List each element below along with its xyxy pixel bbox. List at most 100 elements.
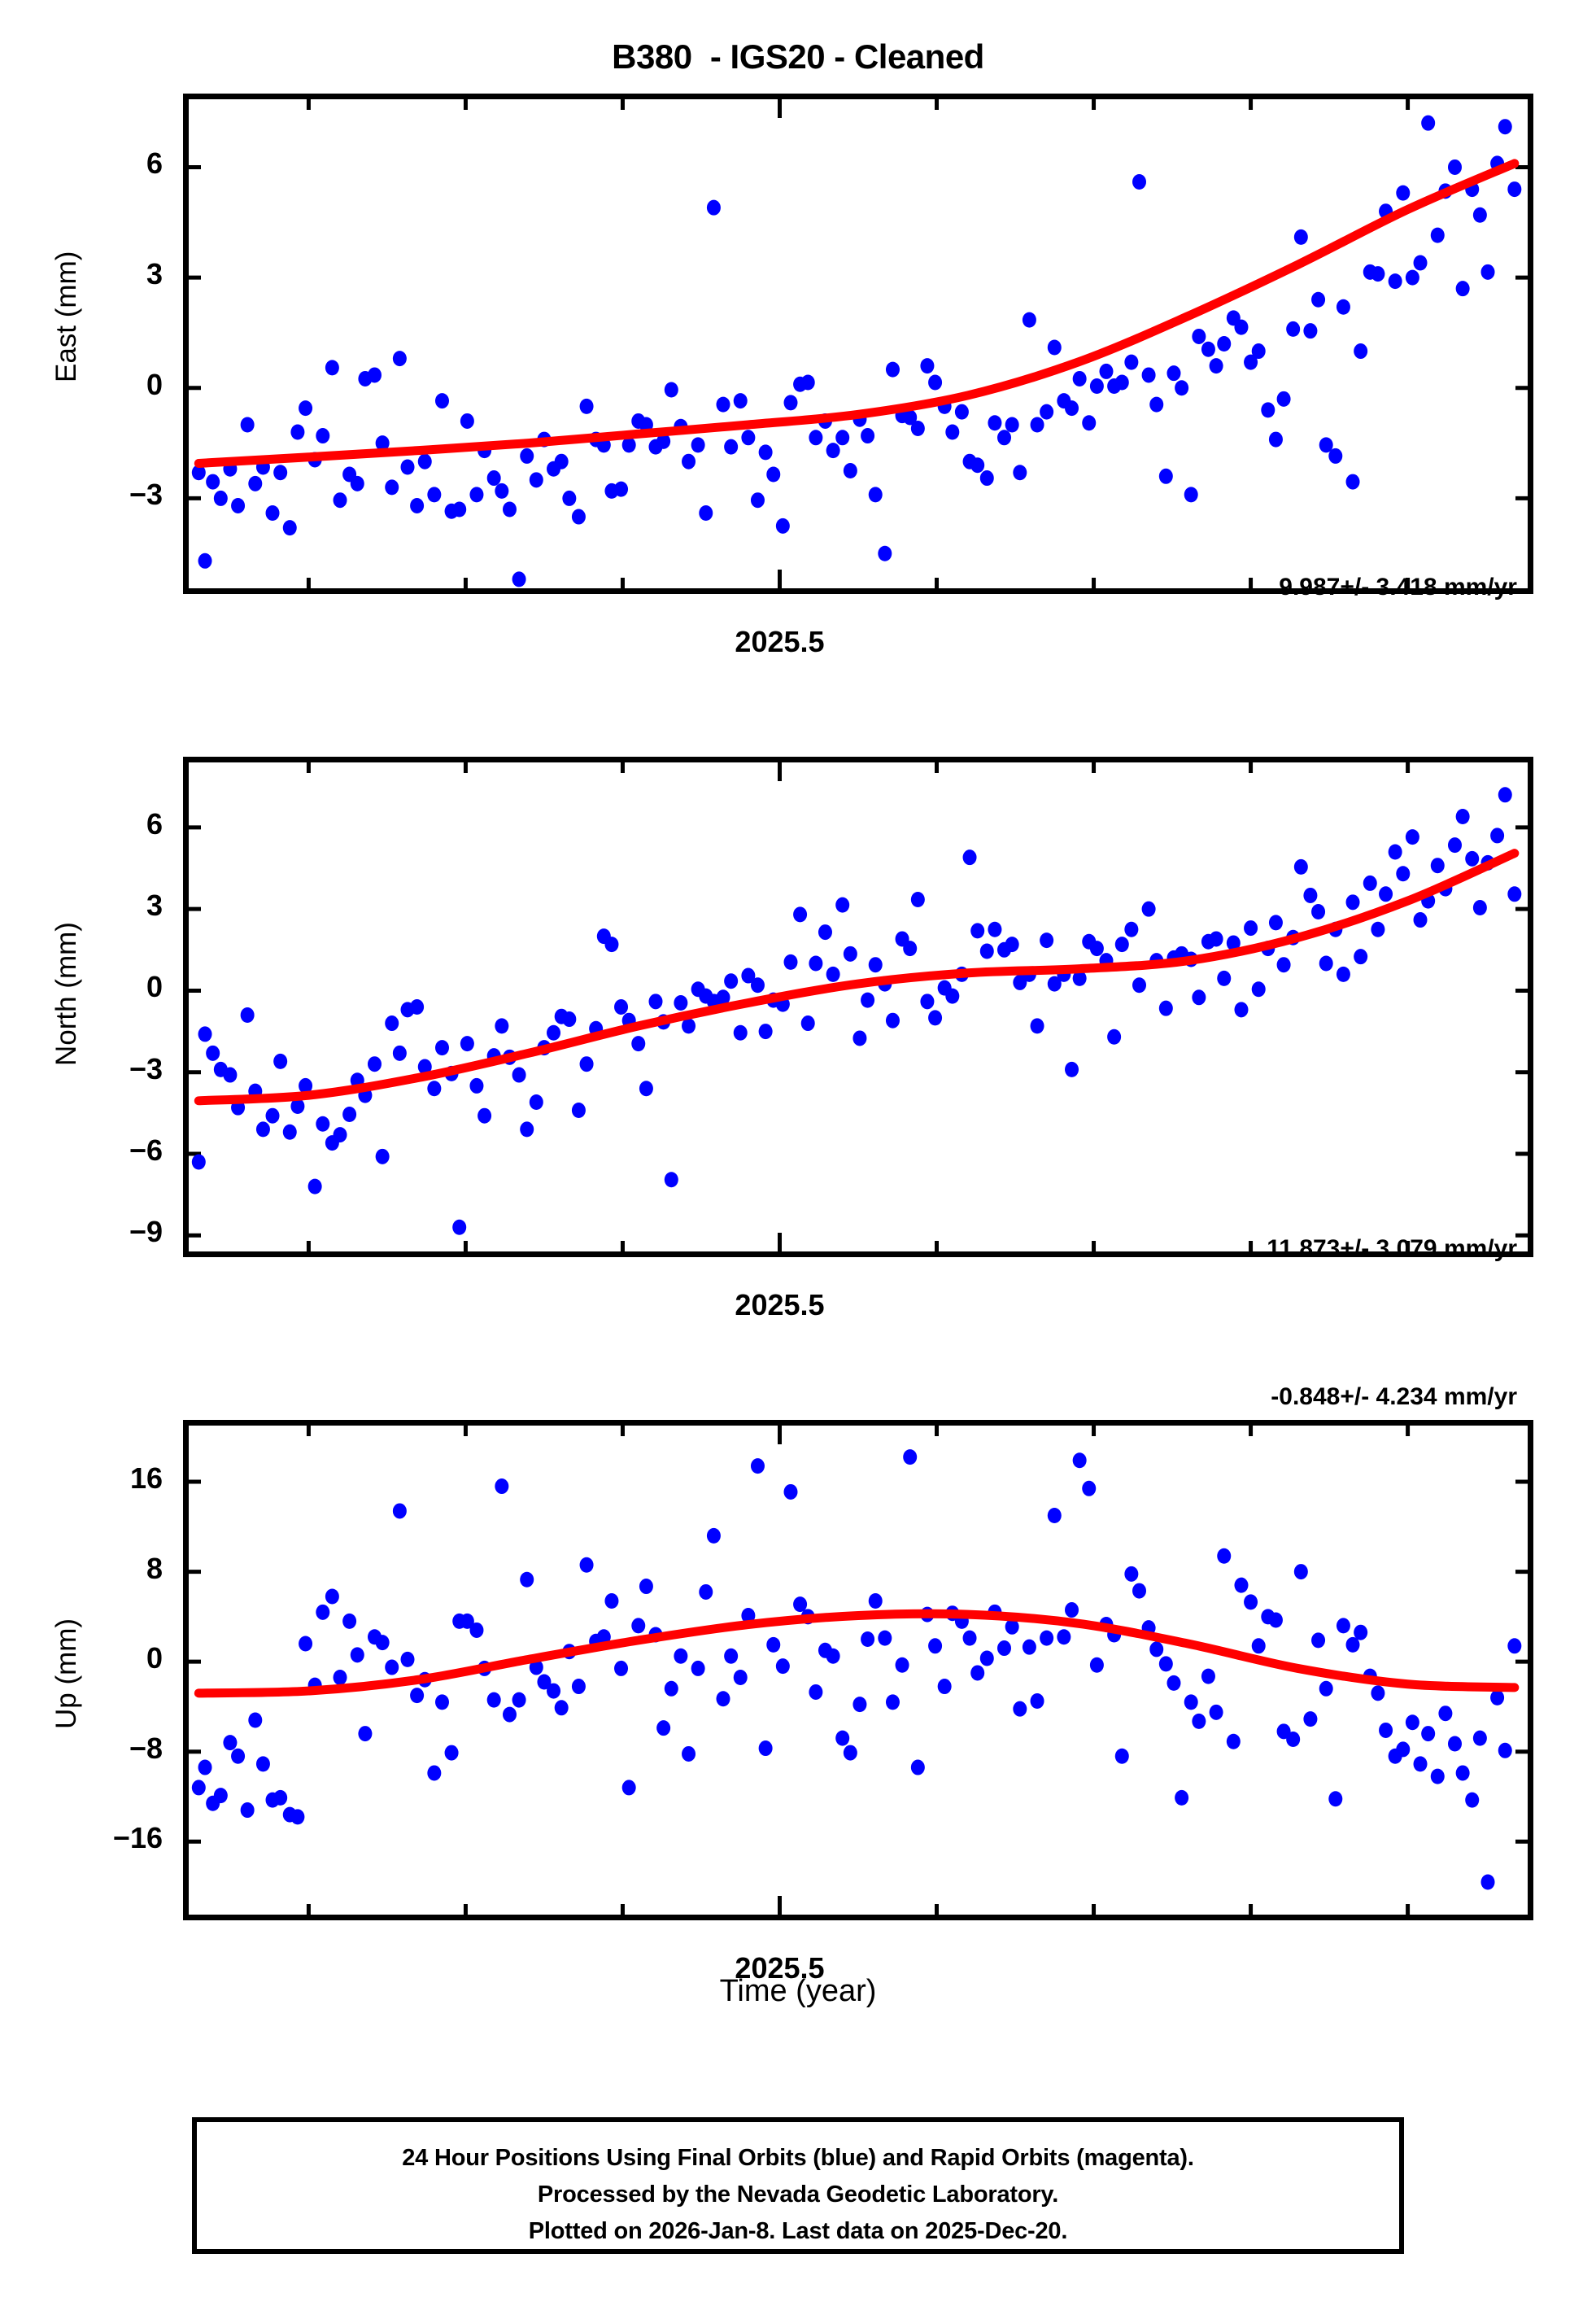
east-ytick-label: 6 [146, 146, 163, 181]
data-point [1286, 321, 1301, 337]
data-point [639, 1081, 653, 1097]
data-point [656, 433, 671, 449]
data-point [843, 946, 857, 962]
data-point [537, 1674, 552, 1690]
up-plot-area [183, 1420, 1533, 1920]
data-point [1158, 1000, 1173, 1016]
data-point [775, 518, 790, 534]
data-point [469, 1622, 484, 1638]
data-point [962, 1630, 977, 1646]
data-point [1268, 915, 1283, 931]
data-point [1413, 1756, 1428, 1772]
data-point [766, 1636, 781, 1653]
data-point [1328, 1791, 1343, 1807]
data-point [1276, 957, 1291, 973]
data-point [400, 459, 415, 475]
data-point [375, 435, 390, 452]
data-point [1363, 875, 1377, 891]
data-point [750, 977, 765, 994]
data-point [290, 1098, 305, 1114]
data-point [460, 1613, 474, 1629]
data-point [1005, 1618, 1019, 1635]
data-point [656, 1720, 671, 1736]
data-point [529, 472, 543, 488]
data-point [350, 475, 364, 491]
data-point [868, 1593, 883, 1609]
data-point [1354, 343, 1368, 360]
data-point [843, 1745, 857, 1761]
data-point [191, 465, 206, 481]
data-point [631, 1036, 646, 1052]
data-point [1082, 415, 1097, 431]
data-point [1107, 1029, 1122, 1045]
data-point [920, 358, 935, 374]
data-point [1421, 1726, 1436, 1742]
data-point [1319, 437, 1333, 453]
north-ytick-label: 0 [146, 970, 163, 1004]
data-point [1490, 1689, 1505, 1705]
data-point [733, 1024, 748, 1041]
data-point [427, 1765, 442, 1781]
data-point [1184, 487, 1198, 503]
data-point [706, 199, 721, 216]
data-point [1472, 900, 1487, 915]
data-point [809, 955, 823, 972]
data-point [1030, 417, 1044, 433]
data-point [910, 1759, 925, 1775]
data-point [783, 1483, 798, 1500]
north-ytick-label: −3 [129, 1051, 163, 1085]
data-point [1099, 363, 1114, 379]
east-ytick-label: 0 [146, 367, 163, 401]
data-point [1455, 281, 1470, 297]
data-point [392, 351, 407, 367]
data-point [452, 1219, 467, 1235]
data-point [1030, 1693, 1044, 1710]
data-point [988, 921, 1002, 937]
data-point [818, 924, 832, 941]
data-point [1089, 941, 1104, 957]
data-point [410, 1688, 425, 1704]
data-point [299, 1077, 313, 1094]
data-point [1192, 328, 1206, 344]
data-points [191, 1449, 1522, 1890]
data-point [809, 430, 823, 446]
data-point [1507, 886, 1522, 902]
data-point [316, 428, 330, 444]
data-point [1065, 1602, 1079, 1618]
data-point [878, 1630, 892, 1646]
data-point [793, 906, 808, 923]
data-point [206, 1045, 220, 1061]
data-point [562, 1011, 577, 1028]
data-point [775, 1658, 790, 1675]
data-point [1217, 336, 1232, 352]
data-point [1268, 431, 1283, 448]
data-point [191, 1780, 206, 1796]
data-point [1405, 829, 1419, 845]
data-point [809, 1684, 823, 1700]
data-point [903, 941, 918, 957]
data-point [469, 1077, 484, 1094]
data-point [1354, 1624, 1368, 1640]
data-point [621, 437, 636, 453]
up-ytick-label: 0 [146, 1641, 163, 1675]
data-point [1158, 1656, 1173, 1672]
data-point [604, 1593, 619, 1609]
east-ytick-label: 3 [146, 257, 163, 291]
data-point [1234, 319, 1249, 335]
data-point [885, 1012, 900, 1029]
data-point [255, 1756, 270, 1772]
data-point [861, 428, 875, 444]
data-point [1336, 966, 1350, 982]
data-point [477, 1107, 492, 1124]
data-point [1192, 1713, 1206, 1729]
data-point [1030, 1018, 1044, 1034]
data-point [1022, 312, 1036, 328]
data-point [1065, 1061, 1079, 1077]
data-point [486, 470, 501, 487]
data-point [417, 1059, 432, 1075]
data-point [410, 497, 425, 513]
data-point [547, 1024, 561, 1041]
east-ytick-label: −3 [129, 478, 163, 512]
data-point [1005, 417, 1019, 433]
caption-box: 24 Hour Positions Using Final Orbits (bl… [192, 2117, 1404, 2254]
